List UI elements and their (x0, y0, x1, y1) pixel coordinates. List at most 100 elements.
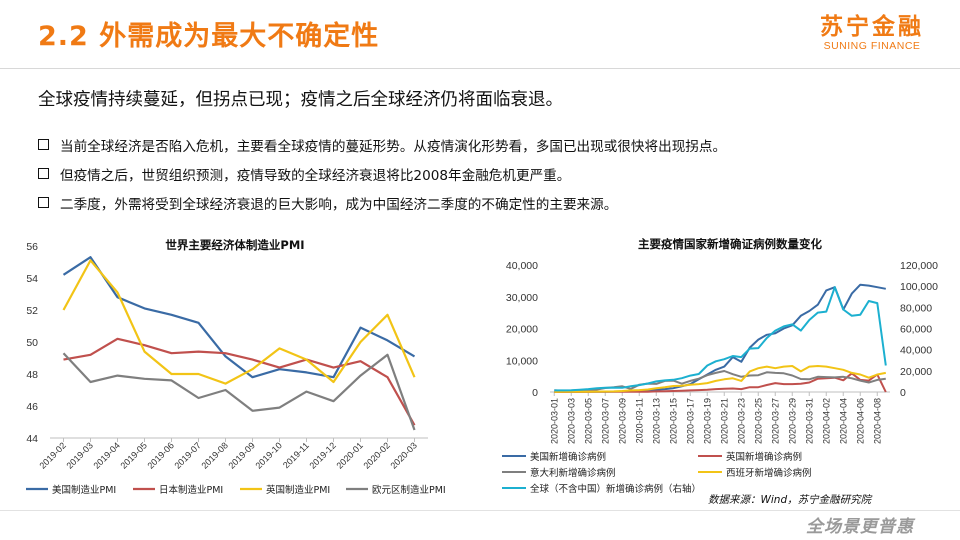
chart-title: 主要疫情国家新增确证病例数量变化 (638, 237, 822, 251)
x-tick-label: 2020-03 (388, 440, 418, 470)
legend-item: 美国制造业PMI (26, 484, 116, 496)
x-tick-label: 2020-03-31 (804, 398, 814, 444)
chart-title: 世界主要经济体制造业PMI (165, 238, 304, 252)
x-tick-label: 2020-03-25 (753, 398, 763, 444)
y-tick-label: 56 (26, 241, 38, 253)
x-tick-label: 2020-03-07 (600, 398, 610, 444)
x-tick-label: 2020-03-11 (634, 398, 644, 443)
x-tick-label: 2020-03-17 (685, 398, 695, 444)
y-tick-label: 50 (26, 337, 38, 349)
x-tick-label: 2020-02 (361, 440, 391, 470)
x-tick-label: 2020-01 (334, 440, 364, 470)
y-tick-label: 52 (26, 305, 38, 317)
legend-item: 日本制造业PMI (133, 484, 223, 496)
x-tick-label: 2020-04-02 (821, 398, 831, 444)
x-tick-label: 2019-06 (145, 440, 175, 470)
logo-chinese: 苏宁金融 (820, 14, 924, 40)
bullet-item: 二季度，外需将受到全球经济衰退的巨大影响，成为中国经济二季度的不确定性的主要来源… (38, 188, 726, 217)
x-tick-label: 2019-04 (91, 440, 121, 470)
suning-finance-logo: 苏宁金融 SUNING FINANCE (820, 14, 924, 52)
x-tick-label: 2020-03-29 (787, 398, 797, 444)
x-tick-label: 2020-03-03 (566, 398, 576, 444)
legend-label: 日本制造业PMI (159, 484, 223, 496)
legend-label: 美国新增确诊病例 (530, 451, 606, 463)
x-tick-label: 2020-03-01 (549, 398, 559, 444)
x-tick-label: 2019-12 (307, 440, 337, 470)
x-tick-label: 2019-11 (281, 440, 311, 470)
x-tick-label: 2019-07 (172, 440, 202, 470)
y-tick-label: 54 (26, 273, 38, 285)
header-divider (0, 68, 960, 69)
data-source-note: 数据来源：Wind，苏宁金融研究院 (708, 494, 872, 506)
legend-label: 欧元区制造业PMI (372, 484, 446, 496)
y-right-tick-label: 40,000 (900, 345, 932, 357)
y-right-tick-label: 100,000 (900, 281, 938, 293)
x-tick-label: 2019-05 (118, 440, 148, 470)
series-line-5 (554, 286, 887, 392)
legend-label: 英国新增确诊病例 (726, 451, 802, 463)
footer-slogan-logo: 全场景更普惠 (806, 517, 914, 537)
legend-label: 意大利新增确诊病例 (530, 467, 616, 479)
bullet-list: 当前全球经济是否陷入危机，主要看全球疫情的蔓延形势。从疫情演化形势看，多国已出现… (38, 130, 726, 217)
y-right-tick-label: 0 (900, 387, 906, 399)
legend-item: 欧元区制造业PMI (346, 484, 446, 496)
legend-item: 美国新增确诊病例 (502, 451, 606, 463)
bullet-text: 但疫情之后，世贸组织预测，疫情导致的全球经济衰退将比2008年金融危机更严重。 (60, 167, 571, 184)
series-line-2 (63, 337, 416, 426)
y-right-tick-label: 20,000 (900, 366, 932, 378)
cases-chart: 主要疫情国家新增确证病例数量变化 0 10,000 20,000 30,000 40,00… (488, 228, 960, 503)
y-left-tick-label: 10,000 (506, 355, 538, 367)
cases-chart-svg: 主要疫情国家新增确证病例数量变化 0 10,000 20,000 30,000 40,00… (502, 237, 938, 495)
square-bullet-icon (38, 139, 49, 150)
x-tick-label: 2020-04-08 (872, 398, 882, 444)
pmi-chart-svg: 世界主要经济体制造业PMI444648505254562019-022019-0… (26, 238, 446, 496)
series-line-4 (554, 365, 886, 393)
y-left-tick-label: 20,000 (506, 324, 538, 336)
x-tick-label: 2019-10 (253, 440, 283, 470)
y-right-tick-label: 120,000 (900, 260, 938, 272)
legend-label: 西班牙新增确诊病例 (726, 467, 812, 479)
series-line-1 (554, 283, 886, 393)
legend-item: 全球（不含中国）新增确诊病例（右轴） (502, 483, 701, 495)
x-tick-label: 2019-02 (37, 440, 67, 470)
legend-label: 美国制造业PMI (52, 484, 116, 496)
x-tick-label: 2020-03-27 (770, 398, 780, 444)
square-bullet-icon (38, 197, 49, 208)
bullet-item: 当前全球经济是否陷入危机，主要看全球疫情的蔓延形势。从疫情演化形势看，多国已出现… (38, 130, 726, 159)
x-tick-label: 2020-04-06 (855, 398, 865, 444)
x-tick-label: 2020-03-05 (583, 398, 593, 444)
x-tick-label: 2019-08 (199, 440, 229, 470)
page-title: 2.2 外需成为最大不确定性 (38, 21, 380, 52)
square-bullet-icon (38, 168, 49, 179)
x-tick-label: 2019-09 (226, 440, 256, 470)
header: 2.2 外需成为最大不确定性 苏宁金融 SUNING FINANCE (0, 0, 960, 68)
x-tick-label: 2020-03-23 (736, 398, 746, 444)
bullet-text: 当前全球经济是否陷入危机，主要看全球疫情的蔓延形势。从疫情演化形势看，多国已出现… (60, 138, 727, 155)
legend-label: 全球（不含中国）新增确诊病例（右轴） (530, 483, 701, 495)
y-right-tick-label: 80,000 (900, 302, 932, 314)
y-left-tick-label: 40,000 (506, 260, 538, 272)
x-tick-label: 2020-04-04 (838, 398, 848, 444)
bullet-item: 但疫情之后，世贸组织预测，疫情导致的全球经济衰退将比2008年金融危机更严重。 (38, 159, 726, 188)
y-tick-label: 48 (26, 369, 38, 381)
footer-divider (0, 510, 960, 511)
x-tick-label: 2020-03-13 (651, 398, 661, 444)
x-tick-label: 2019-03 (64, 440, 94, 470)
legend-item: 英国制造业PMI (240, 484, 330, 496)
y-left-tick-label: 0 (532, 387, 538, 399)
series-line-4 (62, 352, 416, 431)
y-left-tick-label: 30,000 (506, 292, 538, 304)
series-line-1 (62, 256, 416, 379)
legend-item: 西班牙新增确诊病例 (698, 467, 812, 479)
series-line-3 (62, 259, 416, 385)
y-right-tick-label: 60,000 (900, 324, 932, 336)
bullet-text: 二季度，外需将受到全球经济衰退的巨大影响，成为中国经济二季度的不确定性的主要来源… (60, 196, 618, 213)
x-tick-label: 2020-03-21 (719, 398, 729, 444)
legend-item: 英国新增确诊病例 (698, 451, 802, 463)
slide-subtitle: 全球疫情持续蔓延，但拐点已现；疫情之后全球经济仍将面临衰退。 (38, 90, 563, 110)
pmi-chart: 世界主要经济体制造业PMI 44 46 48 50 52 54 56 2019-02 2019-0… (0, 228, 470, 503)
logo-english: SUNING FINANCE (823, 40, 921, 52)
legend-item: 意大利新增确诊病例 (502, 467, 616, 479)
legend-label: 英国制造业PMI (266, 484, 330, 496)
x-tick-label: 2020-03-19 (702, 398, 712, 444)
